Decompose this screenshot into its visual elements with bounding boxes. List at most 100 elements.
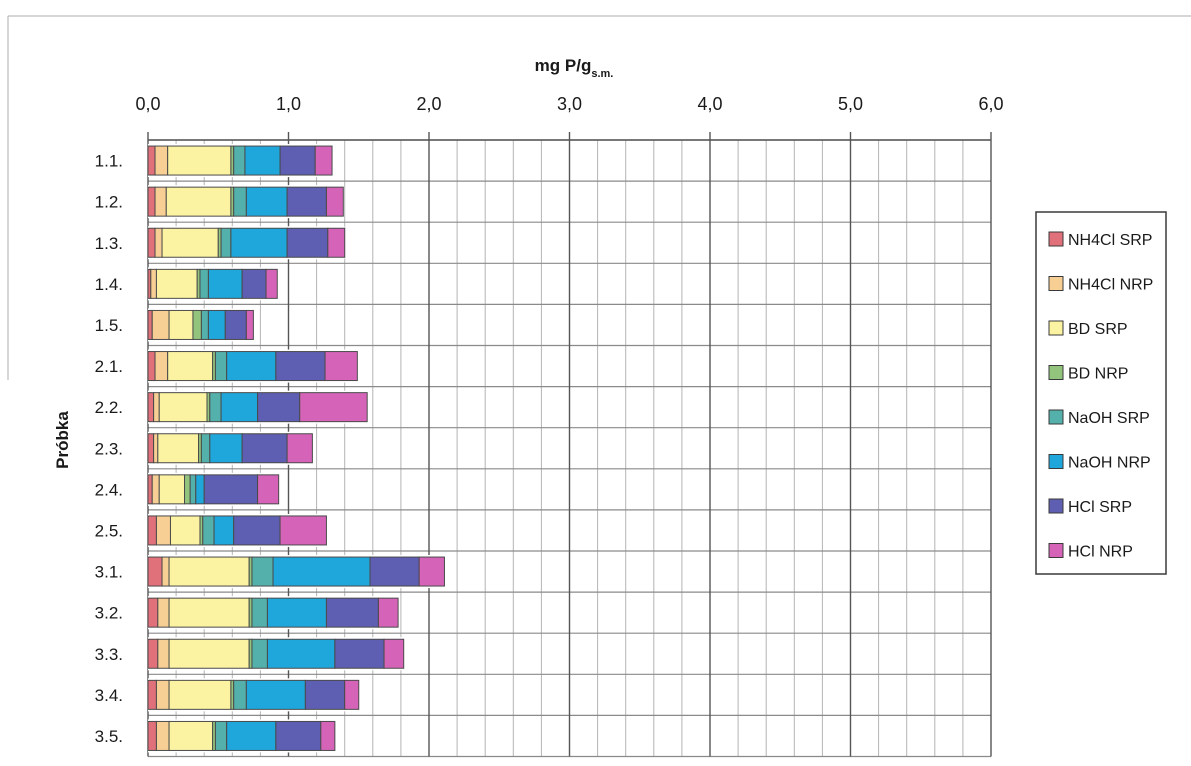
bar-segment	[251, 556, 274, 587]
bar-segment	[266, 638, 336, 669]
bar-segment	[168, 309, 194, 340]
bar-segment	[161, 556, 170, 587]
bar-segment	[200, 433, 211, 464]
bar-segment	[154, 227, 163, 258]
bar-segment	[167, 145, 232, 176]
bar-segment	[241, 268, 267, 299]
bar-segment	[286, 186, 327, 217]
legend-swatch	[1048, 231, 1064, 247]
bar-segment	[168, 556, 250, 587]
bar-segment	[244, 145, 281, 176]
bar-segment	[214, 351, 228, 382]
bar-segment	[226, 351, 277, 382]
y-tick-label: 1.4.	[95, 275, 123, 294]
bar-segment	[257, 392, 301, 423]
bar-segment	[161, 227, 219, 258]
bar-segment	[418, 556, 445, 587]
bar-segment	[245, 679, 306, 710]
y-tick-label: 2.1.	[95, 357, 123, 376]
bar-segment	[230, 227, 288, 258]
bar-segment	[202, 515, 215, 546]
bar-segment	[272, 556, 371, 587]
bar-segment	[209, 392, 222, 423]
bar-segment	[383, 638, 405, 669]
bar-segment	[147, 309, 153, 340]
bar-segment	[286, 433, 313, 464]
legend-label: BD SRP	[1068, 321, 1128, 338]
y-tick-label: 2.2.	[95, 398, 123, 417]
legend-box	[1035, 211, 1167, 575]
x-tick-label: 3,0	[557, 94, 582, 114]
bar-segment	[299, 392, 368, 423]
bar-segment	[158, 474, 186, 505]
bar-segment	[203, 474, 259, 505]
bar-segment	[184, 474, 191, 505]
bar-segment	[233, 145, 246, 176]
bar-segment	[155, 515, 171, 546]
bar-segment	[165, 186, 232, 217]
legend-swatch	[1048, 454, 1064, 469]
y-tick-label: 3.2.	[95, 604, 123, 623]
x-axis-title: mg P/gs.m.	[535, 56, 614, 80]
bar-segment	[158, 392, 208, 423]
bar-segment	[155, 720, 170, 751]
bar-segment	[147, 597, 159, 628]
legend-label: HCl SRP	[1068, 499, 1132, 516]
bar-segment	[213, 515, 235, 546]
legend-label: NH4Cl SRP	[1068, 232, 1152, 249]
bar-segment	[169, 515, 201, 546]
legend-swatch	[1048, 498, 1064, 514]
bar-segment	[286, 227, 329, 258]
bar-segment	[150, 268, 157, 299]
bar-segment	[147, 474, 153, 505]
bar-segment	[199, 268, 209, 299]
x-tick-label: 0,0	[135, 94, 160, 114]
bar-segment	[147, 515, 157, 546]
bar-segment	[314, 145, 333, 176]
bar-segment	[324, 351, 358, 382]
bar-segment	[207, 268, 243, 299]
bar-segment	[279, 145, 316, 176]
bar-segment	[245, 309, 254, 340]
x-axis-title-subscript: s.m.	[591, 68, 613, 80]
bar-segment	[220, 227, 232, 258]
bar-segment	[195, 474, 205, 505]
legend-swatch	[1048, 365, 1064, 380]
bar-segment	[154, 186, 167, 217]
bar-segment	[192, 309, 202, 340]
y-tick-label: 3.5.	[95, 727, 123, 746]
bar-segment	[155, 679, 170, 710]
bar-segment	[275, 720, 322, 751]
bar-segment	[154, 351, 169, 382]
y-tick-label: 3.3.	[95, 645, 123, 664]
bar-segment	[325, 186, 344, 217]
legend-swatch	[1048, 543, 1064, 558]
bar-segment	[251, 597, 268, 628]
bar-segment	[147, 227, 156, 258]
bar-segment	[189, 474, 197, 505]
bar-segment	[265, 268, 278, 299]
legend-swatch	[1048, 276, 1064, 291]
bar-segment	[304, 679, 346, 710]
bar-segment	[157, 433, 200, 464]
legend-label: BD NRP	[1068, 366, 1128, 383]
bar-segment	[266, 597, 327, 628]
x-tick-labels: 0,0 1,0 2,0 3,0 4,0 5,0 6,0	[135, 94, 1003, 114]
bar-segment	[241, 433, 288, 464]
bar-segment	[147, 679, 157, 710]
legend-swatch	[1048, 409, 1064, 425]
bar-segment	[334, 638, 385, 669]
bar-segment	[147, 556, 163, 587]
bar-segment	[168, 597, 250, 628]
bar-segment	[147, 351, 156, 382]
y-tick-label: 2.3.	[95, 439, 123, 458]
bar-segment	[327, 227, 346, 258]
bar-segment	[257, 474, 280, 505]
legend-label: NaOH SRP	[1068, 410, 1150, 427]
y-tick-label: 3.1.	[95, 563, 123, 582]
bar-segment	[251, 638, 268, 669]
bar-segment	[147, 392, 155, 423]
bar-segment	[147, 720, 157, 751]
x-tick-label: 2,0	[416, 94, 441, 114]
